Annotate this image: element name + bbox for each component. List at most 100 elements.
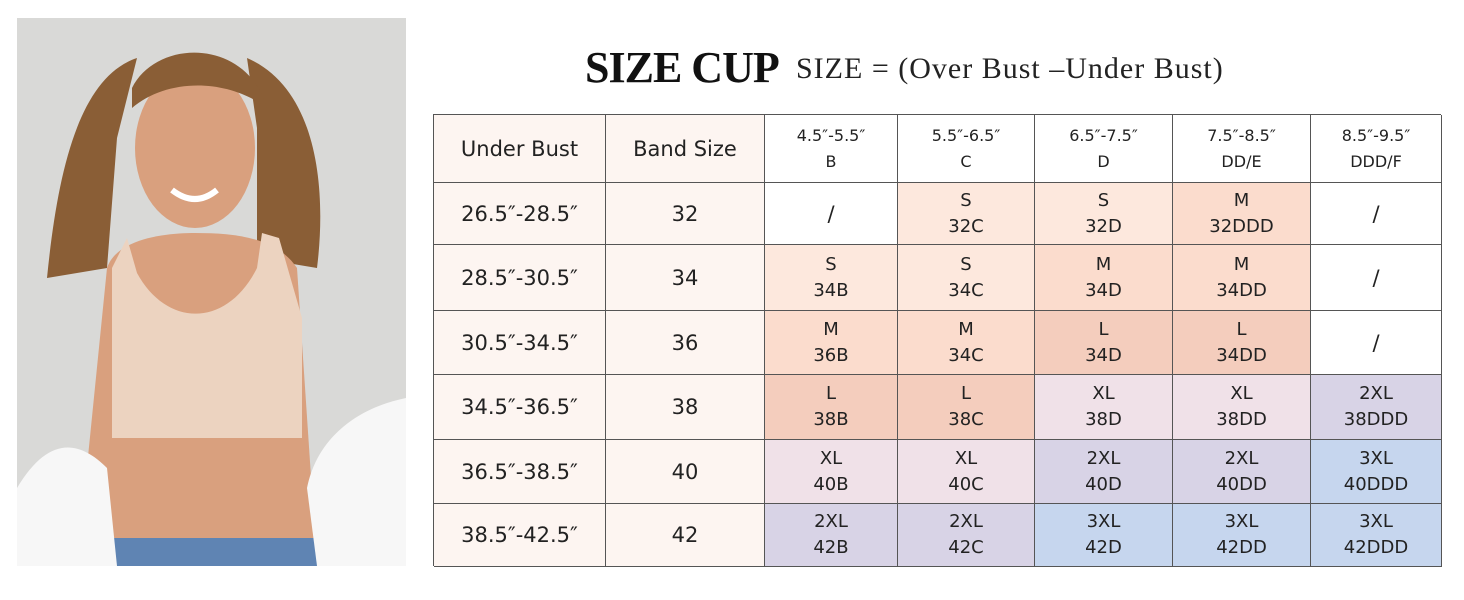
- cell-text: 2XL: [949, 511, 983, 532]
- cell-text: Band Size: [633, 136, 737, 161]
- table-cell: 5.5″-6.5″ C: [898, 115, 1035, 183]
- table-cell: M 32DDD: [1173, 183, 1311, 245]
- table-cell: 34.5″-36.5″: [434, 375, 606, 440]
- cell-text: 34DD: [1216, 344, 1267, 366]
- table-cell: L 38B: [765, 375, 898, 440]
- cell-text: 32C: [948, 215, 984, 237]
- cell-text: /: [1372, 201, 1380, 226]
- cell-text: 40DD: [1216, 473, 1267, 495]
- cell-text: D: [1097, 151, 1110, 171]
- cell-text: 42DD: [1216, 537, 1267, 558]
- cell-text: L: [1098, 318, 1109, 340]
- table-cell: 6.5″-7.5″ D: [1035, 115, 1173, 183]
- table-cell: XL 40C: [898, 440, 1035, 504]
- cell-text: L: [1236, 318, 1247, 340]
- cell-text: /: [1372, 265, 1380, 290]
- cell-text: 28.5″-30.5″: [461, 265, 578, 290]
- table-cell: XL 38DD: [1173, 375, 1311, 440]
- cell-text: 7.5″-8.5″: [1207, 125, 1276, 145]
- table-cell: Band Size: [606, 115, 765, 183]
- cell-text: 3XL: [1086, 511, 1121, 532]
- cell-text: 36B: [813, 344, 849, 366]
- cell-text: 26.5″-28.5″: [461, 201, 578, 226]
- cell-text: 40D: [1085, 473, 1122, 495]
- table-cell: 2XL 40D: [1035, 440, 1173, 504]
- table-cell: 3XL 42DDD: [1311, 504, 1442, 567]
- cell-text: 38: [671, 395, 699, 419]
- table-cell: 40: [606, 440, 765, 504]
- cell-text: XL: [954, 447, 978, 469]
- cell-text: 42: [671, 523, 699, 547]
- cell-text: 2XL: [1224, 447, 1259, 469]
- cell-text: XL: [819, 447, 843, 469]
- cell-text: 42D: [1085, 537, 1122, 558]
- cell-text: 40B: [813, 473, 849, 495]
- table-cell: XL 38D: [1035, 375, 1173, 440]
- cell-text: 30.5″-34.5″: [461, 330, 578, 355]
- cell-text: S: [960, 253, 972, 275]
- cell-text: 38DDD: [1343, 409, 1409, 430]
- cell-text: M: [1095, 253, 1112, 275]
- cell-text: 34D: [1085, 344, 1122, 366]
- cell-text: 34C: [948, 344, 984, 366]
- cell-text: 5.5″-6.5″: [931, 125, 1001, 145]
- table-cell: S 34B: [765, 245, 898, 311]
- table-cell: Under Bust: [434, 115, 606, 183]
- cell-text: M: [1233, 253, 1250, 275]
- table-cell: /: [1311, 311, 1442, 375]
- cell-text: 40C: [948, 473, 984, 495]
- table-cell: 2XL 42B: [765, 504, 898, 567]
- table-cell: 36: [606, 311, 765, 375]
- cell-text: M: [1233, 189, 1250, 211]
- cell-text: 32D: [1085, 215, 1122, 237]
- model-photo: [17, 18, 406, 566]
- table-cell: XL 40B: [765, 440, 898, 504]
- table-cell: 2XL 42C: [898, 504, 1035, 567]
- cell-text: Under Bust: [460, 136, 579, 161]
- table-cell: S 32C: [898, 183, 1035, 245]
- table-cell: M 34D: [1035, 245, 1173, 311]
- table-cell: 3XL 42DD: [1173, 504, 1311, 567]
- table-cell: 7.5″-8.5″ DD/E: [1173, 115, 1311, 183]
- table-cell: 28.5″-30.5″: [434, 245, 606, 311]
- formula: SIZE = (Over Bust –Under Bust): [796, 52, 1224, 85]
- cell-text: 38D: [1085, 409, 1122, 430]
- cell-text: 8.5″-9.5″: [1341, 125, 1411, 145]
- cell-text: 2XL: [1359, 383, 1393, 404]
- table-cell: L 38C: [898, 375, 1035, 440]
- cell-text: S: [1097, 189, 1110, 211]
- cell-text: 2XL: [1086, 447, 1121, 469]
- cell-text: 2XL: [814, 511, 848, 532]
- cell-text: 42DDD: [1343, 537, 1409, 558]
- cell-text: B: [825, 151, 837, 171]
- cell-text: 34.5″-36.5″: [461, 395, 578, 419]
- cell-text: 3XL: [1224, 511, 1259, 532]
- table-cell: /: [1311, 183, 1442, 245]
- cell-text: 3XL: [1359, 447, 1393, 469]
- table-cell: 8.5″-9.5″ DDD/F: [1311, 115, 1442, 183]
- cell-text: 34: [671, 265, 699, 290]
- cell-text: 38C: [948, 409, 984, 430]
- cell-text: 42B: [813, 537, 849, 558]
- size-table: Under Bust Band Size 4.5″-5.5″ B 5.5″-6.5″ C 6…: [433, 114, 1442, 567]
- table-cell: 38: [606, 375, 765, 440]
- table-cell: 4.5″-5.5″ B: [765, 115, 898, 183]
- table-cell: 42: [606, 504, 765, 567]
- table-cell: L 34DD: [1173, 311, 1311, 375]
- table-cell: 3XL 42D: [1035, 504, 1173, 567]
- table-cell: 3XL 40DDD: [1311, 440, 1442, 504]
- cell-text: 32: [671, 201, 699, 226]
- table-cell: 38.5″-42.5″: [434, 504, 606, 567]
- table-cell: 30.5″-34.5″: [434, 311, 606, 375]
- cell-text: 34DD: [1216, 279, 1267, 301]
- cell-text: 36.5″-38.5″: [461, 459, 578, 484]
- cell-text: 42C: [948, 537, 984, 558]
- table-cell: /: [765, 183, 898, 245]
- cell-text: 38B: [813, 409, 849, 430]
- cell-text: 34B: [813, 279, 849, 301]
- cell-text: 38.5″-42.5″: [461, 523, 578, 547]
- cell-text: C: [960, 151, 972, 171]
- cell-text: DD/E: [1221, 151, 1262, 171]
- cell-text: S: [960, 189, 972, 211]
